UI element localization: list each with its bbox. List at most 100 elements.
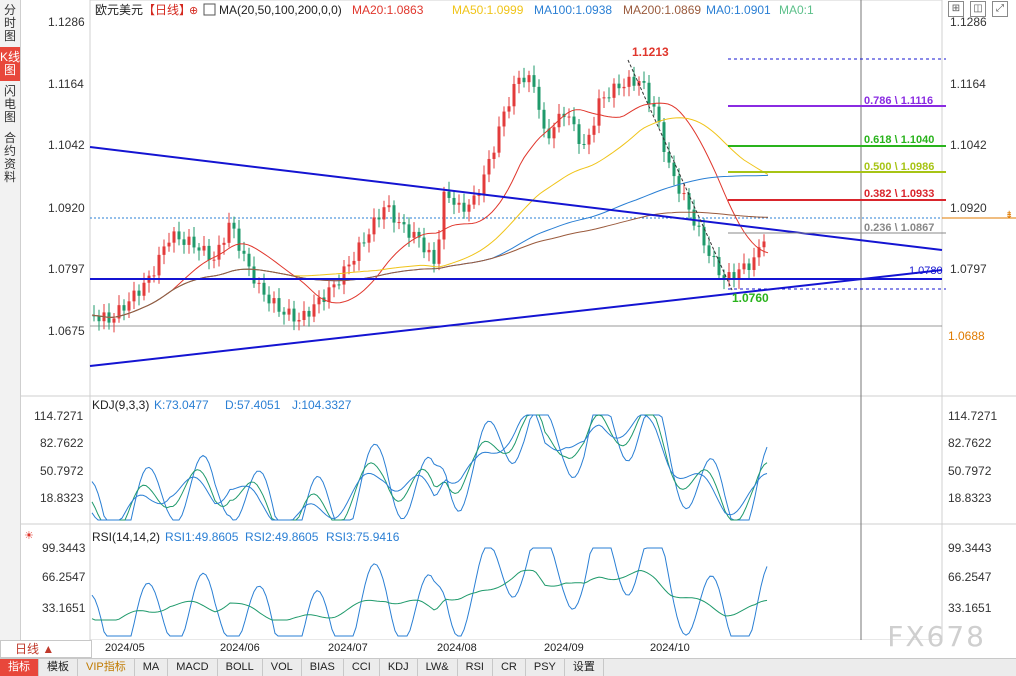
price-tick: 1.0797: [48, 262, 85, 276]
indicator-settings-icon[interactable]: [203, 3, 216, 16]
tab-flash-chart[interactable]: 闪电图: [3, 84, 16, 124]
tab-vol[interactable]: VOL: [263, 659, 302, 676]
candle-body: [182, 239, 186, 245]
kdj-tick: 114.7271: [34, 409, 83, 423]
price-tick: 1.0675: [48, 324, 85, 338]
candle-body: [157, 254, 161, 276]
kdj-tick: 82.7622: [40, 436, 84, 450]
period-tag: 【日线】: [143, 3, 191, 17]
candle-body: [317, 297, 321, 305]
tab-kline[interactable]: K线图: [0, 47, 20, 81]
candle-body: [582, 143, 586, 145]
chart-area[interactable]: 欧元美元 【日线】 ⊕ MA(20,50,100,200,0,0) MA20:1…: [20, 0, 1016, 640]
tab-boll[interactable]: BOLL: [218, 659, 263, 676]
kdj-tick: 50.7972: [948, 464, 992, 478]
tab-contract-info[interactable]: 合约资料: [3, 131, 16, 184]
rsi2-value: RSI2:49.8605: [245, 530, 319, 544]
tab-bias[interactable]: BIAS: [302, 659, 344, 676]
candle-body: [397, 222, 401, 224]
candle-body: [192, 236, 196, 248]
sidebar: 分时图 K线图 闪电图 合约资料: [0, 0, 21, 640]
tab-settings[interactable]: 设置: [565, 659, 604, 676]
tab-timeshare[interactable]: 分时图: [3, 3, 16, 43]
descending-trendline[interactable]: [89, 146, 943, 251]
candle-body: [722, 275, 726, 280]
ma50-value: MA50:1.0999: [452, 3, 524, 17]
candle-body: [712, 255, 716, 258]
candle-body: [662, 122, 666, 152]
ma100-value: MA100:1.0938: [534, 3, 612, 17]
candle-body: [592, 125, 596, 135]
candle-body: [477, 194, 481, 196]
candle-body: [302, 310, 306, 320]
candle-body: [137, 290, 141, 296]
candle-body: [207, 245, 211, 261]
candle-body: [512, 83, 516, 107]
rsi-tick: 99.3443: [42, 541, 86, 555]
tab-lwr[interactable]: LW&: [418, 659, 458, 676]
candle-body: [267, 294, 271, 304]
ma20-value: MA20:1.0863: [352, 3, 424, 17]
plot-frame: [89, 0, 943, 640]
candle-body: [132, 290, 136, 302]
candle-body: [502, 111, 506, 127]
candle-body: [327, 287, 331, 302]
right-price-axis: 1.1286 1.1164 1.1042 1.0920 1.0797 1.068…: [948, 15, 987, 343]
moving-averages: [91, 102, 769, 318]
candle-body: [237, 228, 241, 251]
candle-body: [172, 231, 176, 243]
period-selector[interactable]: 日线 ▲: [0, 640, 92, 658]
tab-vip-indicators[interactable]: VIP指标: [78, 659, 135, 676]
candle-body: [622, 86, 626, 89]
price-tick: 1.1164: [48, 77, 84, 91]
tab-rsi[interactable]: RSI: [458, 659, 493, 676]
header-gear-icon[interactable]: ⊕: [189, 5, 198, 17]
date-tick: 2024/10: [650, 642, 690, 654]
kdj-tick: 50.7972: [40, 464, 84, 478]
candle-body: [347, 264, 351, 267]
kdj-d-value: D:57.4051: [225, 398, 281, 412]
split-icon[interactable]: ◫: [970, 1, 986, 17]
candle-body: [437, 239, 441, 264]
watermark: FX678: [887, 620, 986, 653]
tab-ma[interactable]: MA: [135, 659, 169, 676]
layout-icon[interactable]: ⊞: [948, 1, 964, 17]
window-controls: ⊞ ◫ ⤢: [948, 1, 1008, 17]
ma20-line: [91, 102, 769, 318]
candle-body: [367, 234, 371, 243]
candle-body: [487, 158, 491, 175]
tab-cci[interactable]: CCI: [344, 659, 380, 676]
symbol-name: 欧元美元: [95, 3, 143, 17]
candle-body: [117, 305, 121, 319]
fib-label-0382: 0.382 \ 1.0933: [864, 188, 934, 200]
ascending-trendline[interactable]: [89, 269, 943, 367]
tab-kdj[interactable]: KDJ: [380, 659, 418, 676]
kdj-j-value: J:104.3327: [292, 398, 352, 412]
candle-body: [547, 128, 551, 139]
period-label: 日线: [15, 642, 40, 656]
caret-up-icon: ▲: [42, 642, 55, 656]
candle-body: [152, 275, 156, 277]
candle-body: [187, 236, 191, 245]
tab-indicators[interactable]: 指标: [0, 659, 39, 676]
candle-body: [287, 308, 291, 315]
kdj-axis: 114.7271 82.7622 50.7972 18.8323 114.727…: [34, 409, 997, 505]
maximize-icon[interactable]: ⤢: [992, 1, 1008, 17]
candle-body: [472, 195, 476, 205]
candle-body: [632, 76, 636, 86]
candle-body: [607, 97, 611, 99]
tab-macd[interactable]: MACD: [168, 659, 218, 676]
rsi-axis: 99.3443 66.2547 33.1651 99.3443 66.2547 …: [42, 541, 992, 615]
left-price-axis: 1.1286 1.1164 1.1042 1.0920 1.0797 1.067…: [48, 15, 85, 338]
indicator-toolbar: 指标 模板 VIP指标 MA MACD BOLL VOL BIAS CCI KD…: [0, 658, 1016, 676]
tab-psy[interactable]: PSY: [526, 659, 565, 676]
price-tick: 1.1164: [950, 77, 986, 91]
candle-body: [252, 266, 256, 284]
tab-templates[interactable]: 模板: [39, 659, 78, 676]
candle-body: [657, 106, 661, 123]
candle-body: [532, 75, 536, 87]
tab-cr[interactable]: CR: [493, 659, 526, 676]
rsi-sun-icon[interactable]: ☀: [24, 530, 34, 542]
candle-body: [467, 204, 471, 212]
fib-label-0236: 0.236 \ 1.0867: [864, 222, 934, 234]
